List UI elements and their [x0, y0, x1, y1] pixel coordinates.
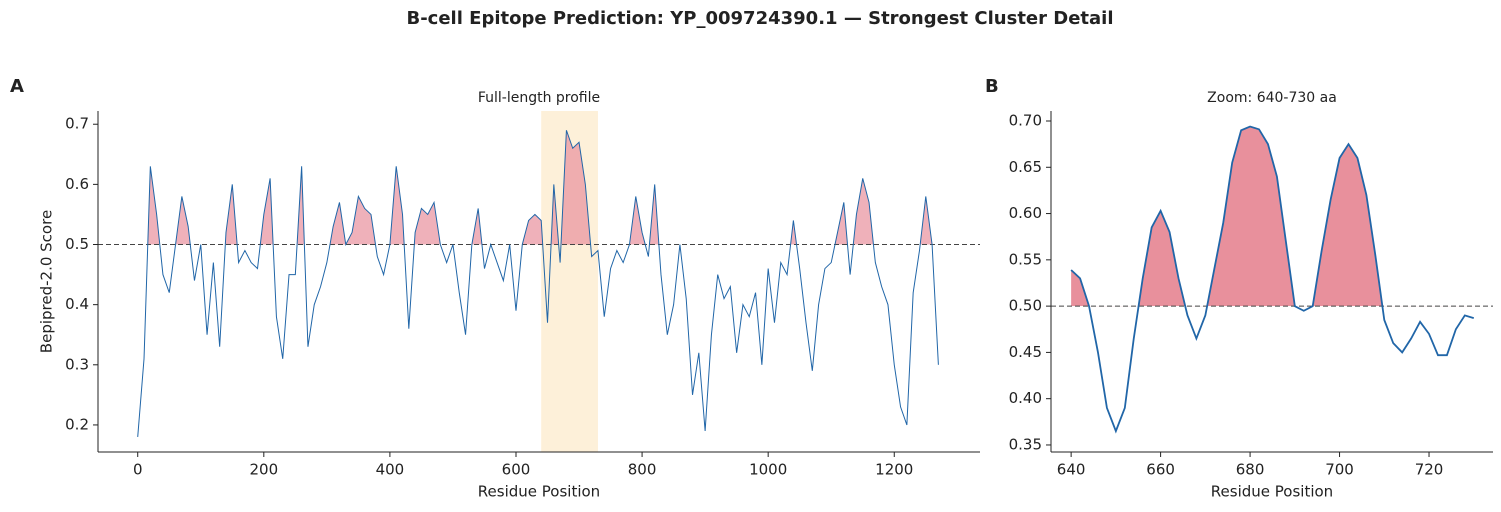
y-tick-label: 0.65	[1009, 158, 1042, 176]
y-tick-label: 0.35	[1009, 435, 1042, 453]
x-tick-label: 200	[249, 461, 278, 479]
panel-title: Zoom: 640-730 aa	[1207, 90, 1337, 106]
x-tick-label: 1000	[749, 461, 787, 479]
x-tick-label: 0	[133, 461, 143, 479]
score-line	[1070, 125, 1475, 434]
x-tick-label: 700	[1325, 461, 1354, 479]
y-tick-label: 0.5	[65, 235, 89, 253]
x-tick-label: 600	[502, 461, 531, 479]
x-tick-label: 1200	[875, 461, 913, 479]
y-tick-label: 0.2	[65, 415, 89, 433]
x-tick-label: 720	[1415, 461, 1444, 479]
x-axis-label: Residue Position	[478, 483, 600, 501]
x-axis-label: Residue Position	[1211, 483, 1333, 501]
y-tick-label: 0.55	[1009, 250, 1042, 268]
y-tick-label: 0.50	[1009, 297, 1042, 315]
y-tick-label: 0.3	[65, 355, 89, 373]
x-tick-label: 660	[1146, 461, 1175, 479]
x-tick-label: 640	[1057, 461, 1086, 479]
x-tick-label: 680	[1236, 461, 1265, 479]
y-tick-label: 0.6	[65, 175, 89, 193]
score-line	[137, 130, 939, 438]
panel-label: A	[10, 76, 24, 97]
y-tick-label: 0.40	[1009, 389, 1042, 407]
y-tick-label: 0.60	[1009, 204, 1042, 222]
x-tick-label: 400	[376, 461, 405, 479]
epitope-fill	[1071, 126, 1383, 307]
figure-title: B-cell Epitope Prediction: YP_009724390.…	[406, 8, 1113, 29]
panel-label: B	[985, 76, 999, 97]
x-tick-label: 800	[628, 461, 657, 479]
epitope-fill	[137, 130, 939, 245]
y-tick-label: 0.4	[65, 295, 89, 313]
y-tick-label: 0.70	[1009, 111, 1042, 129]
y-tick-label: 0.45	[1009, 343, 1042, 361]
panel-title: Full-length profile	[478, 90, 600, 106]
y-axis-label: Bepipred-2.0 Score	[38, 210, 56, 353]
y-tick-label: 0.7	[65, 115, 89, 133]
